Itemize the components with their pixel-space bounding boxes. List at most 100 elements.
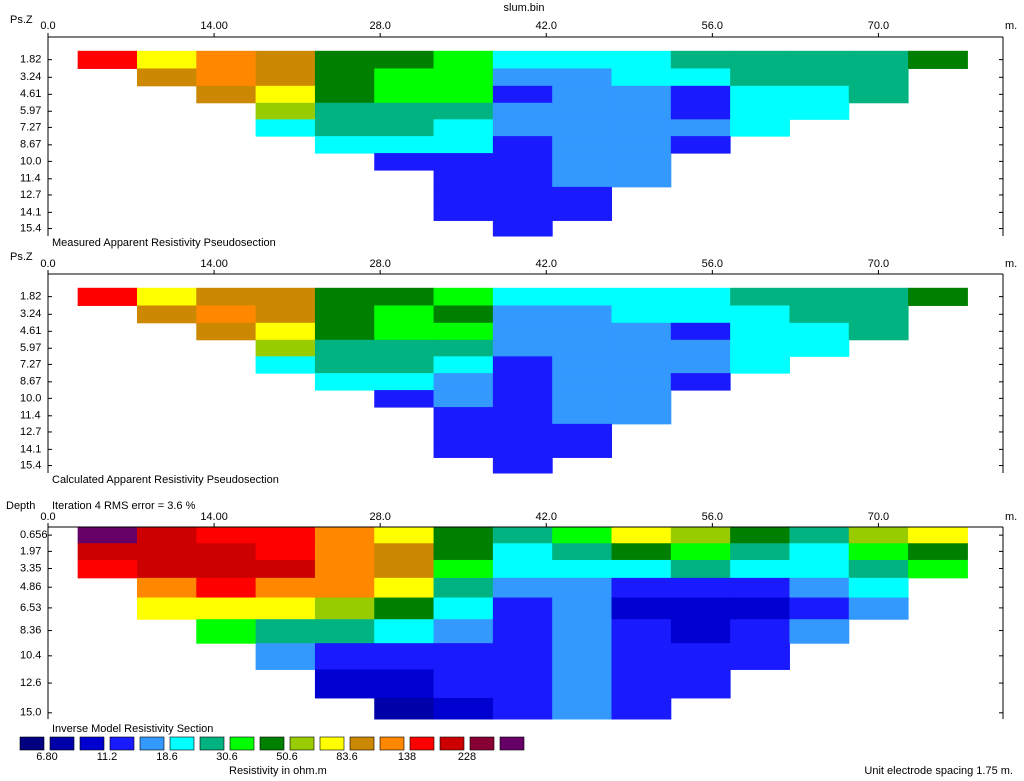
resistivity-cell xyxy=(730,577,790,599)
resistivity-cell xyxy=(670,373,731,391)
resistivity-cell xyxy=(433,440,494,458)
resistivity-cell xyxy=(492,68,553,87)
resistivity-cell xyxy=(255,619,316,644)
panel-subtitle: Inverse Model Resistivity Section xyxy=(52,723,213,735)
resistivity-cell xyxy=(611,85,672,104)
y-tick-label: 1.97 xyxy=(20,545,41,557)
resistivity-cell xyxy=(374,102,435,120)
colorbar-label: 138 xyxy=(398,751,416,763)
resistivity-cell xyxy=(314,85,375,104)
resistivity-cell xyxy=(670,305,731,324)
resistivity-cell xyxy=(611,697,672,720)
resistivity-cell xyxy=(255,287,316,306)
resistivity-cell xyxy=(255,559,316,579)
colorbar-swatch xyxy=(499,736,525,751)
x-tick-label: 0.0 xyxy=(40,20,55,32)
resistivity-cell xyxy=(611,543,672,561)
resistivity-cell xyxy=(374,597,435,620)
resistivity-cell xyxy=(611,102,672,120)
resistivity-cell xyxy=(492,85,553,104)
resistivity-cell xyxy=(255,85,316,104)
y-tick-label: 12.7 xyxy=(20,189,41,201)
resistivity-cell xyxy=(314,68,375,87)
resistivity-cell xyxy=(789,102,850,120)
colorbar-label: 6.80 xyxy=(36,751,57,763)
y-axis-label: Ps.Z xyxy=(10,251,33,263)
resistivity-cell xyxy=(374,527,435,544)
resistivity-cell xyxy=(136,68,197,87)
colorbar-swatch xyxy=(289,736,315,751)
colorbar-swatch xyxy=(199,736,225,751)
resistivity-cell xyxy=(670,50,731,69)
resistivity-cell xyxy=(492,339,553,357)
resistivity-cell xyxy=(789,339,850,357)
resistivity-cell xyxy=(848,322,909,341)
resistivity-cell xyxy=(552,390,613,408)
resistivity-cell xyxy=(433,50,494,69)
resistivity-cell xyxy=(374,85,435,104)
resistivity-cell xyxy=(374,322,435,341)
x-tick-label: 0.0 xyxy=(40,511,55,523)
resistivity-cell xyxy=(433,597,494,620)
resistivity-cell xyxy=(492,287,553,306)
resistivity-cell xyxy=(492,220,553,237)
resistivity-cell xyxy=(374,356,435,374)
resistivity-cell xyxy=(374,697,435,720)
resistivity-cell xyxy=(908,543,968,561)
resistivity-cell xyxy=(552,619,613,644)
resistivity-cell xyxy=(670,322,731,341)
y-tick-label: 6.53 xyxy=(20,602,41,614)
annotation: Iteration 4 RMS error = 3.6 % xyxy=(52,500,196,512)
resistivity-cell xyxy=(611,305,672,324)
resistivity-cell xyxy=(611,322,672,341)
resistivity-cell xyxy=(433,68,494,87)
resistivity-cell xyxy=(611,136,672,154)
colorbar-swatch xyxy=(319,736,345,751)
resistivity-cell xyxy=(670,102,731,120)
resistivity-cell xyxy=(552,543,613,561)
resistivity-cell xyxy=(196,68,257,87)
resistivity-cell xyxy=(374,390,435,408)
resistivity-cell xyxy=(848,68,909,87)
resistivity-cell xyxy=(552,423,613,442)
panel-subtitle: Calculated Apparent Resistivity Pseudose… xyxy=(52,474,279,486)
resistivity-cell xyxy=(730,50,790,69)
resistivity-cell xyxy=(374,287,435,306)
resistivity-cell xyxy=(374,50,435,69)
resistivity-cell xyxy=(255,597,316,620)
resistivity-cell xyxy=(492,203,553,221)
y-axis-label: Ps.Z xyxy=(10,14,33,26)
resistivity-cell xyxy=(314,619,375,644)
resistivity-cell xyxy=(730,322,790,341)
resistivity-cell xyxy=(433,527,494,544)
colorbar-label: 11.2 xyxy=(97,751,118,763)
resistivity-cell xyxy=(374,153,435,171)
resistivity-cell xyxy=(492,440,553,458)
x-tick-label: 28.0 xyxy=(369,258,390,270)
resistivity-cell xyxy=(77,287,138,306)
resistivity-cell xyxy=(552,153,613,171)
resistivity-cell xyxy=(552,697,613,720)
resistivity-cell xyxy=(136,305,197,324)
resistivity-cell xyxy=(670,559,731,579)
resistivity-cell xyxy=(255,119,316,137)
resistivity-cell xyxy=(196,559,257,579)
resistivity-cell xyxy=(730,85,790,104)
resistivity-cell xyxy=(196,619,257,644)
resistivity-cell xyxy=(789,85,850,104)
colorbar-swatch xyxy=(139,736,165,751)
resistivity-cell xyxy=(552,305,613,324)
resistivity-cell xyxy=(670,136,731,154)
resistivity-cell xyxy=(314,322,375,341)
resistivity-cell xyxy=(314,305,375,324)
panel-subtitle: Measured Apparent Resistivity Pseudosect… xyxy=(52,237,276,249)
resistivity-cell xyxy=(492,643,553,670)
x-unit: m. xyxy=(1005,20,1017,32)
y-tick-label: 4.86 xyxy=(20,581,41,593)
resistivity-cell xyxy=(433,543,494,561)
resistivity-cell xyxy=(908,559,968,579)
resistivity-cell xyxy=(670,339,731,357)
resistivity-cell xyxy=(611,356,672,374)
resistivity-cell xyxy=(611,407,672,425)
